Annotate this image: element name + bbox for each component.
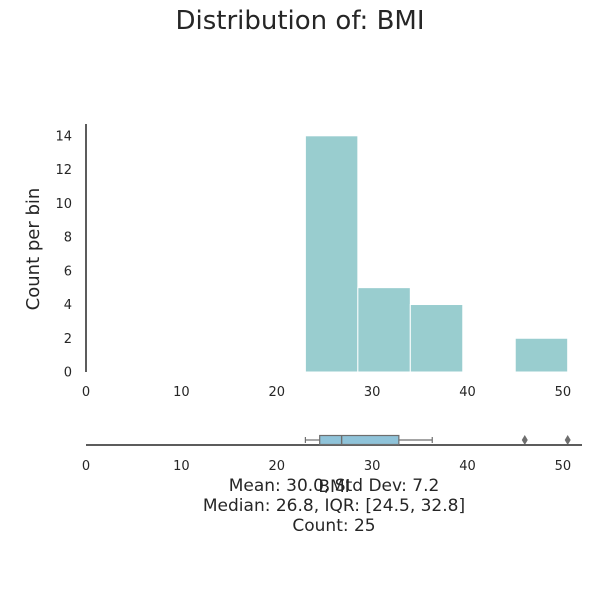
x-tick-label: 10: [173, 385, 190, 400]
y-tick-label: 0: [64, 366, 72, 381]
boxplot: [304, 434, 571, 446]
summary-statistics: Mean: 30.0, Std Dev: 7.2 Median: 26.8, I…: [0, 476, 600, 536]
y-tick-label: 6: [64, 264, 72, 279]
x-tick-label: 0: [82, 385, 90, 400]
stats-mean-std: Mean: 30.0, Std Dev: 7.2: [228, 476, 440, 496]
stats-median-iqr: Median: 26.8, IQR: [24.5, 32.8]: [202, 496, 466, 516]
x-tick-label: 20: [268, 385, 285, 400]
x-tick-label: 20: [268, 459, 285, 474]
y-tick-label: 8: [64, 231, 72, 246]
histogram-bar: [409, 304, 464, 373]
x-tick-label: 0: [82, 459, 90, 474]
y-tick-label: 14: [55, 129, 72, 144]
boxplot-outlier: [521, 435, 528, 445]
x-tick-label: 30: [364, 459, 381, 474]
stats-count: Count: 25: [292, 516, 376, 536]
x-tick-label: 40: [459, 459, 476, 474]
y-tick-label: 12: [55, 163, 72, 178]
x-tick-label: 50: [555, 459, 572, 474]
histogram-bar: [357, 287, 411, 373]
x-tick-label: 30: [364, 385, 381, 400]
histogram-bar: [304, 135, 359, 373]
boxplot-box: [319, 434, 400, 446]
y-axis-ticks: 0 2 4 6 8 10 12 14: [55, 129, 72, 380]
boxplot-outlier: [564, 435, 571, 445]
x-axis-ticks-histogram: 0 10 20 30 40 50: [82, 385, 571, 400]
x-tick-label: 40: [459, 385, 476, 400]
histogram-bar: [514, 337, 569, 373]
x-axis-ticks-boxplot: 0 10 20 30 40 50: [82, 459, 571, 474]
y-tick-label: 2: [64, 332, 72, 347]
y-tick-label: 4: [64, 298, 72, 313]
y-axis-label: Count per bin: [23, 188, 44, 311]
histogram-bars: [304, 135, 569, 373]
x-axis-label: BMI: [318, 477, 349, 497]
x-tick-label: 50: [555, 385, 572, 400]
x-tick-label: 10: [173, 459, 190, 474]
chart-title: Distribution of: BMI: [175, 6, 425, 36]
y-tick-label: 10: [55, 197, 72, 212]
